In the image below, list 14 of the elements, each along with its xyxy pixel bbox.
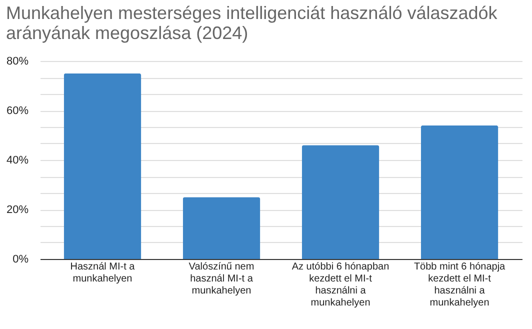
y-tick-label: 20% [6, 204, 29, 216]
bar [182, 197, 260, 259]
x-tick-label: Használ MI-t a munkahelyen [70, 262, 136, 284]
y-tick-label: 80% [6, 56, 29, 68]
y-tick-label: 0% [12, 254, 29, 266]
y-tick-label: 60% [6, 105, 29, 117]
bar [64, 73, 142, 259]
x-tick-label: Több mint 6 hónapja kezdett el MI-t használni a munkahelyen [414, 262, 506, 308]
bar [420, 125, 498, 259]
y-tick-label: 40% [6, 154, 29, 166]
bar [302, 145, 380, 259]
x-tick-label: Valószínű nem használ MI-t a munkahelyen [188, 262, 254, 296]
chart-title: Munkahelyen mesterséges intelligenciát használó válaszadók arányának megoszlása (2024) [6, 3, 498, 43]
x-tick-label: Az utóbbi 6 hónapban kezdett el MI-t használni a munkahelyen [292, 262, 390, 308]
